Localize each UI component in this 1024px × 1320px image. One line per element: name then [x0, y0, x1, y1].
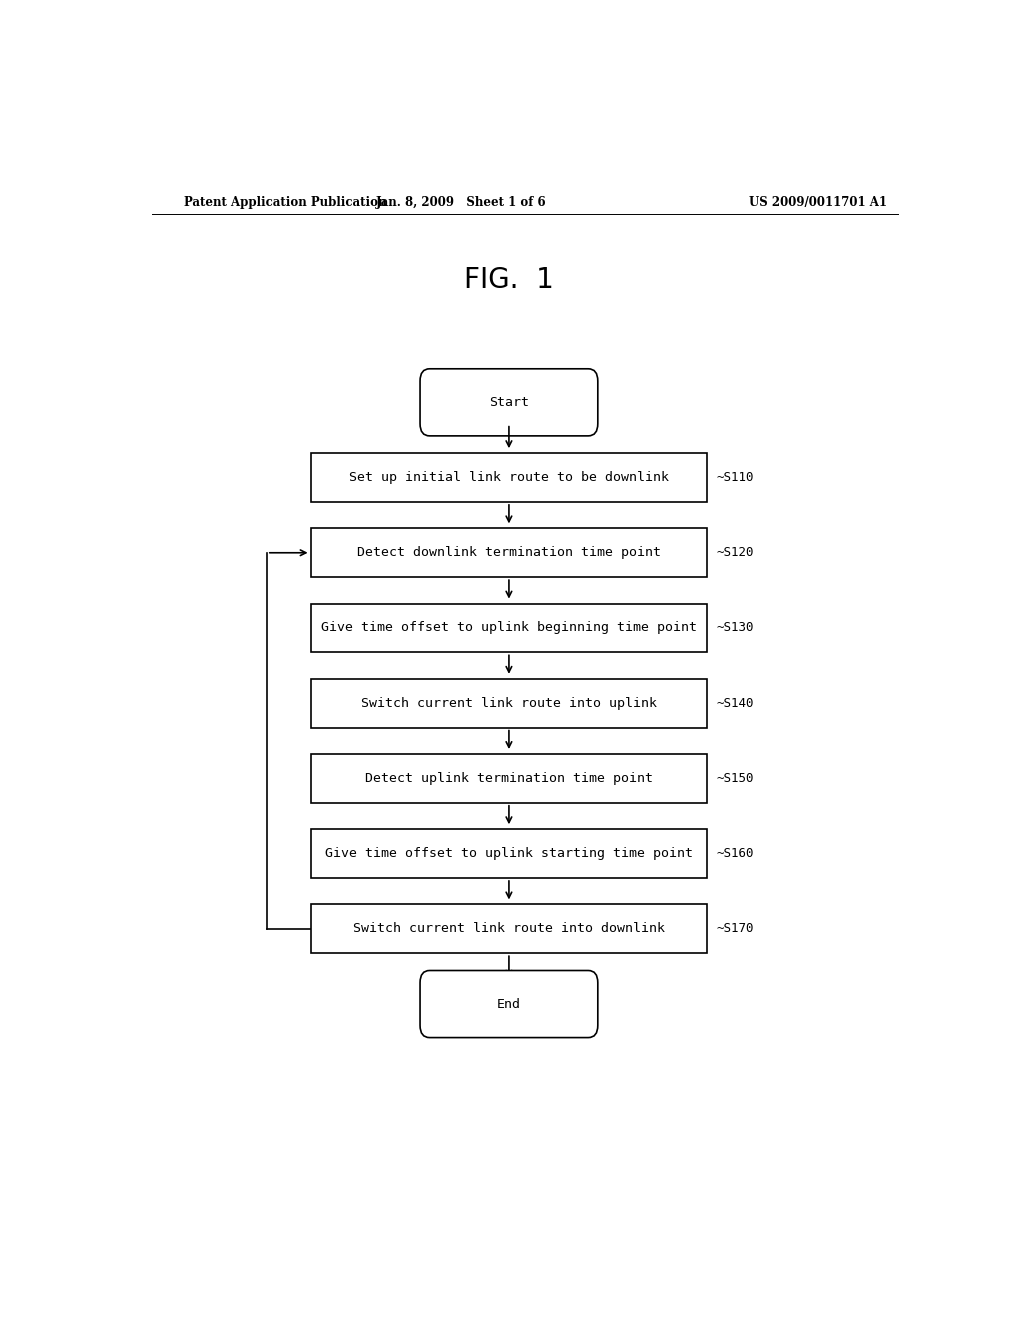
Bar: [310, 603, 708, 652]
Text: US 2009/0011701 A1: US 2009/0011701 A1: [750, 195, 888, 209]
Text: ~S110: ~S110: [717, 471, 755, 484]
Text: Detect downlink termination time point: Detect downlink termination time point: [357, 546, 660, 560]
Text: Give time offset to uplink beginning time point: Give time offset to uplink beginning tim…: [321, 622, 697, 635]
Text: End: End: [497, 998, 521, 1011]
FancyBboxPatch shape: [420, 368, 598, 436]
Text: Start: Start: [488, 396, 529, 409]
Bar: [310, 829, 708, 878]
Text: Jan. 8, 2009   Sheet 1 of 6: Jan. 8, 2009 Sheet 1 of 6: [376, 195, 547, 209]
Text: Set up initial link route to be downlink: Set up initial link route to be downlink: [349, 471, 669, 484]
Text: ~S170: ~S170: [717, 923, 755, 936]
FancyBboxPatch shape: [420, 970, 598, 1038]
Text: Give time offset to uplink starting time point: Give time offset to uplink starting time…: [325, 847, 693, 861]
Text: ~S130: ~S130: [717, 622, 755, 635]
Bar: [310, 453, 708, 502]
Bar: [310, 904, 708, 953]
Text: ~S140: ~S140: [717, 697, 755, 710]
Text: FIG.  1: FIG. 1: [464, 267, 554, 294]
Text: ~S150: ~S150: [717, 772, 755, 785]
Text: Switch current link route into downlink: Switch current link route into downlink: [353, 923, 665, 936]
Bar: [310, 678, 708, 727]
Text: Patent Application Publication: Patent Application Publication: [183, 195, 386, 209]
Text: ~S120: ~S120: [717, 546, 755, 560]
Bar: [310, 754, 708, 803]
Text: ~S160: ~S160: [717, 847, 755, 861]
Text: Switch current link route into uplink: Switch current link route into uplink: [360, 697, 657, 710]
Bar: [310, 528, 708, 577]
Text: Detect uplink termination time point: Detect uplink termination time point: [365, 772, 653, 785]
